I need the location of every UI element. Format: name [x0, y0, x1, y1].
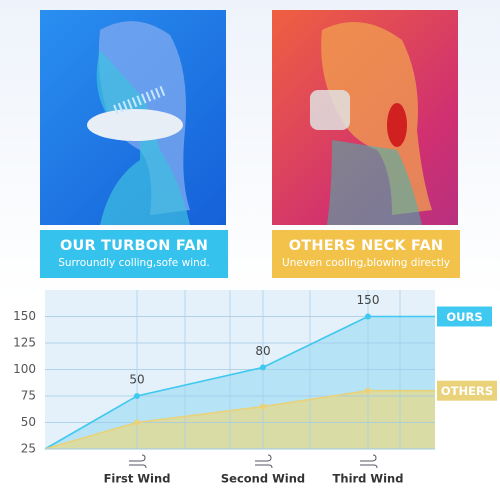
subheading: Uneven cooling,blowing directly	[282, 257, 450, 269]
heading: OTHERS NECK FAN	[288, 238, 444, 254]
illustration	[87, 21, 190, 225]
area-plateau	[368, 390, 435, 449]
y-tick-label: 25	[21, 442, 36, 456]
line	[44, 315, 369, 450]
legend-label: OTHERS	[441, 384, 493, 398]
legend-label: OURS	[446, 310, 482, 324]
wind-icon	[129, 454, 147, 469]
area	[45, 390, 368, 449]
turbon-fan-label: OUR TURBON FAN Surroundly colling,sofe w…	[40, 230, 228, 278]
neck-fan-image	[272, 10, 458, 225]
point	[134, 393, 140, 399]
y-tick-label: 150	[13, 309, 36, 323]
y-tick-label: 100	[13, 362, 36, 376]
point	[134, 419, 140, 426]
annotation: 50	[129, 373, 144, 387]
x-tick-label: Third Wind	[333, 472, 404, 486]
line	[44, 389, 369, 450]
y-tick-label: 75	[21, 389, 36, 403]
x-tick-label: First Wind	[104, 472, 171, 486]
heading: OUR TURBON FAN	[59, 238, 209, 254]
wind-icon	[255, 454, 273, 469]
point	[260, 364, 266, 371]
turbon-fan-image	[40, 10, 226, 225]
y-tick-label: 125	[13, 336, 36, 350]
annotation: 150	[357, 293, 380, 307]
illustration	[310, 22, 432, 225]
neck-fan-label: OTHERS NECK FAN Uneven cooling,blowing d…	[272, 230, 460, 278]
point	[260, 403, 266, 410]
point	[365, 313, 371, 320]
subheading: Surroundly colling,sofe wind.	[58, 257, 210, 269]
point	[365, 387, 371, 394]
annotation: 80	[255, 344, 270, 358]
x-tick-label: Second Wind	[221, 472, 305, 486]
legend-box	[437, 306, 492, 327]
legend-box	[437, 380, 497, 401]
wind-icon	[360, 454, 378, 469]
y-tick-label: 50	[21, 415, 36, 429]
